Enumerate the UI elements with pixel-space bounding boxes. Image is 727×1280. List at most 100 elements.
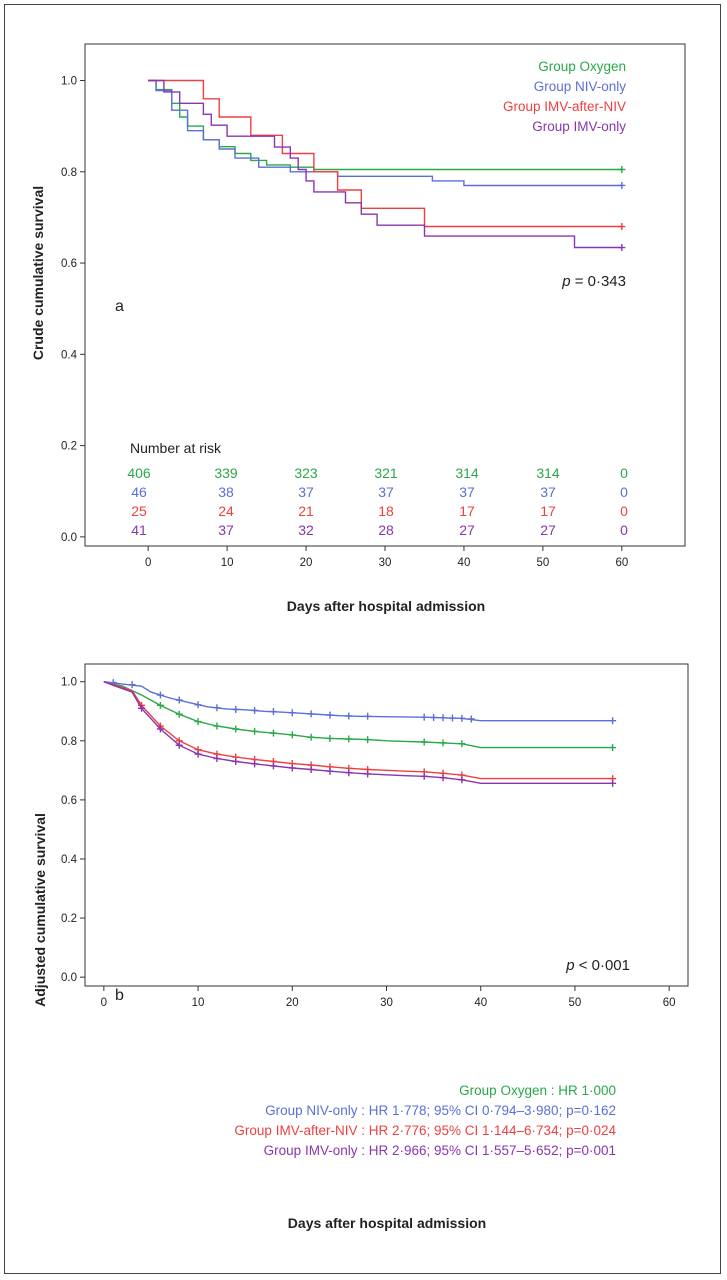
censor-mark: [175, 696, 183, 704]
risk-value: 37: [378, 484, 394, 500]
censor-mark: [307, 733, 315, 741]
censor-mark: [439, 739, 447, 747]
risk-table-title: Number at risk: [130, 440, 222, 456]
risk-value: 406: [127, 465, 151, 481]
panel-b-p-value: p < 0·001: [565, 957, 630, 974]
risk-value: 17: [540, 503, 556, 519]
x-tick-label: 0: [145, 557, 151, 569]
risk-value: 27: [459, 522, 475, 538]
risk-value: 27: [540, 522, 556, 538]
y-tick-label: 0.8: [61, 736, 77, 748]
risk-value: 25: [131, 503, 147, 519]
censor-mark: [128, 681, 136, 689]
censor-mark: [326, 711, 334, 719]
x-tick-label: 60: [615, 557, 628, 569]
series-group-imv-only: [103, 681, 617, 787]
censor-mark: [194, 750, 202, 758]
risk-value: 314: [536, 465, 560, 481]
legend-entry-group-imv-after-niv: Group IMV-after-NIV: [503, 99, 626, 114]
panel-a-series: [148, 79, 626, 252]
series-line-group-niv-only: [148, 79, 622, 187]
risk-value: 28: [378, 522, 394, 538]
panel-b-label: b: [115, 987, 124, 1004]
censor-mark: [232, 725, 240, 733]
censor-mark: [326, 734, 334, 742]
censor-mark: [288, 731, 296, 739]
censor-mark: [288, 709, 296, 717]
censor-mark: [364, 712, 372, 720]
panel-b-series: [103, 679, 617, 787]
y-tick-label: 1.0: [61, 677, 77, 689]
panel-b-x-ticks: 0 10 20 30 40 50 60: [101, 986, 676, 1009]
y-tick-label: 0.6: [61, 258, 77, 270]
x-tick-label: 20: [286, 997, 299, 1009]
panel-a-label: a: [115, 298, 124, 315]
censor-mark: [364, 770, 372, 778]
risk-value: 323: [294, 465, 318, 481]
censor-mark: [345, 769, 353, 777]
risk-value: 41: [131, 522, 147, 538]
censor-mark: [609, 779, 617, 787]
censor-mark: [288, 764, 296, 772]
censor-mark: [156, 701, 164, 709]
x-tick-label: 50: [536, 557, 549, 569]
panel-a-x-ticks: 0 10 20 30 40 50 60: [145, 546, 628, 569]
risk-value: 37: [459, 484, 475, 500]
censor-mark: [420, 738, 428, 746]
censor-mark: [439, 774, 447, 782]
censor-mark: [345, 712, 353, 720]
series-group-imv-after-niv: [148, 79, 626, 231]
y-tick-label: 0.6: [61, 795, 77, 807]
series-line-group-imv-after-niv: [103, 681, 613, 780]
panel-a-crude-survival: 0.0 0.2 0.4 0.6 0.8 1.0 0 10 20 30 40 50 60 Days af…: [30, 43, 686, 614]
censor-mark: [269, 708, 277, 716]
panel-b-p-symbol: p: [565, 957, 574, 974]
censor-mark: [467, 715, 475, 723]
risk-value: 38: [218, 484, 234, 500]
y-tick-label: 0.8: [61, 167, 77, 179]
censor-mark: [232, 705, 240, 713]
censor-mark: [175, 741, 183, 749]
y-tick-label: 0.4: [61, 854, 78, 866]
y-tick-label: 0.2: [61, 913, 77, 925]
censor-mark: [364, 736, 372, 744]
censor-mark: [156, 725, 164, 733]
series-group-oxygen: [103, 681, 617, 752]
hazard-ratio-legend: Group Oxygen : HR 1·000 Group NIV-only : …: [234, 1083, 616, 1158]
series-line-group-oxygen: [103, 681, 613, 749]
censor-mark: [194, 718, 202, 726]
x-tick-label: 40: [458, 557, 471, 569]
panel-b-p-text: < 0·001: [575, 957, 630, 974]
panel-b-x-axis-title: Days after hospital admission: [288, 1215, 486, 1231]
risk-value: 37: [218, 522, 234, 538]
panel-a-y-ticks: 0.0 0.2 0.4 0.6 0.8 1.0: [61, 76, 85, 544]
panel-a-y-axis-title: Crude cumulative survival: [30, 186, 46, 360]
hr-legend-entry: Group IMV-after-NIV : HR 2·776; 95% CI 1…: [234, 1123, 616, 1138]
censor-mark: [430, 713, 438, 721]
panel-a-p-value: p = 0·343: [561, 273, 626, 290]
censor-mark: [156, 691, 164, 699]
censor-mark: [458, 776, 466, 784]
hr-legend-entry: Group Oxygen : HR 1·000: [459, 1083, 616, 1098]
censor-mark: [232, 757, 240, 765]
legend-entry-group-oxygen: Group Oxygen: [538, 59, 626, 74]
censor-mark: [251, 706, 259, 714]
risk-value: 18: [378, 503, 394, 519]
hr-legend-entry: Group NIV-only : HR 1·778; 95% CI 0·794–…: [265, 1103, 616, 1118]
series-group-niv-only: [103, 679, 617, 725]
panel-a-legend: Group Oxygen Group NIV-only Group IMV-afte…: [503, 59, 626, 134]
risk-table: 406 339 323 321 314 314 0 46 38 37 37 37 37 0 25 24 21 18…: [127, 465, 628, 538]
y-tick-label: 0.2: [61, 441, 77, 453]
panel-b-y-ticks: 0.0 0.2 0.4 0.6 0.8 1.0: [61, 677, 85, 984]
x-tick-label: 40: [474, 997, 487, 1009]
censor-mark: [618, 166, 626, 173]
legend-entry-group-imv-only: Group IMV-only: [532, 119, 626, 134]
x-tick-label: 60: [663, 997, 676, 1009]
x-tick-label: 10: [221, 557, 234, 569]
censor-mark: [213, 755, 221, 763]
censor-mark: [618, 181, 626, 189]
risk-value: 0: [620, 484, 628, 500]
series-group-imv-only: [148, 79, 626, 252]
censor-mark: [213, 704, 221, 712]
risk-value: 21: [298, 503, 314, 519]
